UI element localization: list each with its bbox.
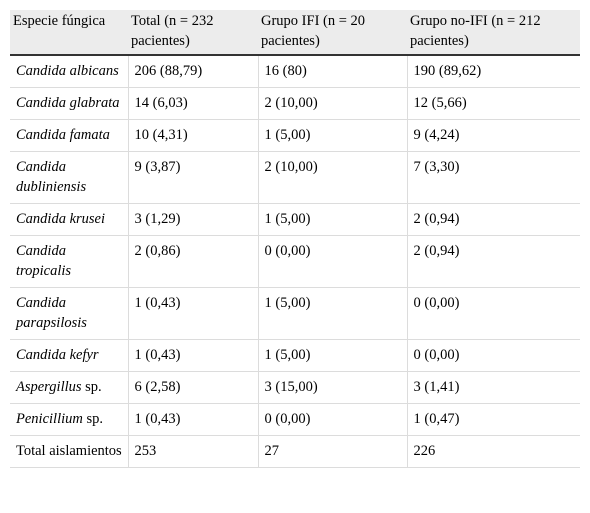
- species-cell: Aspergillus sp.: [10, 371, 128, 404]
- no-ifi-cell: 12 (5,66): [406, 87, 580, 120]
- header-ifi: Grupo IFI (n = 20 pacientes): [258, 10, 407, 56]
- total-label-cell: Total aislamientos: [10, 435, 128, 468]
- species-cell: Candida famata: [10, 119, 128, 152]
- header-total: Total (n = 232 pacientes): [128, 10, 258, 56]
- fungal-species-table: Especie fúngica Total (n = 232 pacientes…: [10, 10, 580, 468]
- ifi-cell: 3 (15,00): [257, 371, 407, 404]
- ifi-cell: 2 (10,00): [257, 151, 407, 204]
- species-suffix: sp.: [81, 379, 102, 395]
- no-ifi-cell: 3 (1,41): [406, 371, 580, 404]
- header-no-ifi: Grupo no-IFI (n = 212 pacientes): [407, 10, 580, 56]
- total-cell: 2 (0,86): [127, 235, 258, 288]
- total-row: Total aislamientos 253 27 226: [10, 435, 580, 468]
- total-cell: 9 (3,87): [127, 151, 258, 204]
- total-cell: 10 (4,31): [127, 119, 258, 152]
- species-cell: Penicillium sp.: [10, 403, 128, 436]
- table-row: Candida glabrata 14 (6,03) 2 (10,00) 12 (5,…: [10, 87, 580, 120]
- table-header: Especie fúngica Total (n = 232 pacientes…: [10, 10, 580, 56]
- total-cell: 1 (0,43): [127, 287, 258, 340]
- species-cell: Candida parapsilosis: [10, 287, 128, 340]
- table-row: Aspergillus sp. 6 (2,58) 3 (15,00) 3 (1,41): [10, 371, 580, 404]
- header-species: Especie fúngica: [10, 10, 128, 56]
- species-cell: Candida albicans: [10, 55, 128, 88]
- total-count-cell: 253: [127, 435, 258, 468]
- species-name: Candida famata: [16, 127, 110, 143]
- ifi-cell: 1 (5,00): [257, 339, 407, 372]
- table-row: Penicillium sp. 1 (0,43) 0 (0,00) 1 (0,47): [10, 403, 580, 436]
- species-name: Candida dubliniensis: [16, 159, 87, 195]
- table-row: Candida dubliniensis 9 (3,87) 2 (10,00) 7 (…: [10, 151, 580, 204]
- total-cell: 206 (88,79): [127, 55, 258, 88]
- no-ifi-cell: 1 (0,47): [406, 403, 580, 436]
- species-cell: Candida glabrata: [10, 87, 128, 120]
- species-cell: Candida tropicalis: [10, 235, 128, 288]
- species-name: Candida parapsilosis: [16, 295, 87, 331]
- species-name: Candida glabrata: [16, 95, 120, 111]
- total-cell: 1 (0,43): [127, 403, 258, 436]
- table-body: Candida albicans 206 (88,79) 16 (80) 190 (8…: [10, 55, 580, 468]
- table-row: Candida kefyr 1 (0,43) 1 (5,00) 0 (0,00): [10, 339, 580, 372]
- ifi-count-cell: 27: [257, 435, 407, 468]
- ifi-cell: 2 (10,00): [257, 87, 407, 120]
- table-row: Candida parapsilosis 1 (0,43) 1 (5,00) 0 (0…: [10, 287, 580, 340]
- total-cell: 1 (0,43): [127, 339, 258, 372]
- total-cell: 14 (6,03): [127, 87, 258, 120]
- ifi-cell: 0 (0,00): [257, 235, 407, 288]
- species-suffix: sp.: [82, 411, 103, 427]
- ifi-cell: 16 (80): [257, 55, 407, 88]
- total-cell: 3 (1,29): [127, 203, 258, 236]
- species-name: Candida krusei: [16, 211, 106, 227]
- no-ifi-cell: 190 (89,62): [406, 55, 580, 88]
- no-ifi-count-cell: 226: [406, 435, 580, 468]
- species-cell: Candida kefyr: [10, 339, 128, 372]
- species-name: Aspergillus: [16, 379, 82, 395]
- species-cell: Candida dubliniensis: [10, 151, 128, 204]
- table-row: Candida tropicalis 2 (0,86) 0 (0,00) 2 (0,9…: [10, 235, 580, 288]
- header-row: Especie fúngica Total (n = 232 pacientes…: [10, 10, 580, 56]
- no-ifi-cell: 2 (0,94): [406, 235, 580, 288]
- table-container: Especie fúngica Total (n = 232 pacientes…: [10, 10, 580, 513]
- species-cell: Candida krusei: [10, 203, 128, 236]
- table-row: Candida krusei 3 (1,29) 1 (5,00) 2 (0,94): [10, 203, 580, 236]
- table-row: Candida famata 10 (4,31) 1 (5,00) 9 (4,24): [10, 119, 580, 152]
- species-name: Candida albicans: [16, 63, 119, 79]
- ifi-cell: 0 (0,00): [257, 403, 407, 436]
- species-name: Candida tropicalis: [16, 243, 72, 279]
- table-row: Candida albicans 206 (88,79) 16 (80) 190 (8…: [10, 55, 580, 88]
- no-ifi-cell: 9 (4,24): [406, 119, 580, 152]
- no-ifi-cell: 0 (0,00): [406, 339, 580, 372]
- no-ifi-cell: 0 (0,00): [406, 287, 580, 340]
- species-name: Penicillium: [16, 411, 83, 427]
- no-ifi-cell: 7 (3,30): [406, 151, 580, 204]
- total-cell: 6 (2,58): [127, 371, 258, 404]
- ifi-cell: 1 (5,00): [257, 287, 407, 340]
- species-name: Candida kefyr: [16, 347, 99, 363]
- no-ifi-cell: 2 (0,94): [406, 203, 580, 236]
- ifi-cell: 1 (5,00): [257, 203, 407, 236]
- ifi-cell: 1 (5,00): [257, 119, 407, 152]
